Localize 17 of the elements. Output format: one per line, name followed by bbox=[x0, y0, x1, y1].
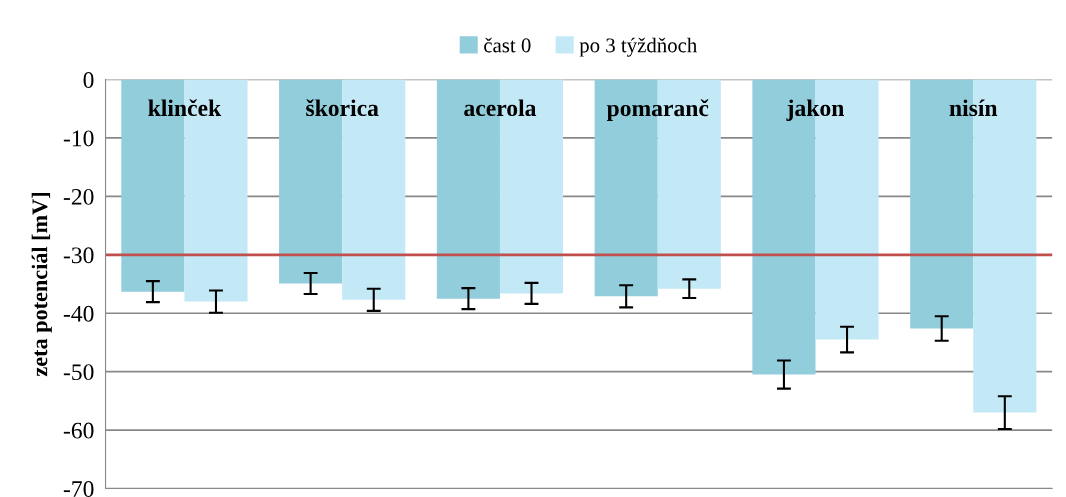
y-tick-label: -30 bbox=[63, 247, 94, 264]
x-tick-label: jakon bbox=[786, 99, 844, 121]
y-tick-label: -20 bbox=[63, 188, 94, 205]
x-tick-label: pomaranč bbox=[606, 99, 709, 122]
y-axis-title: zeta potenciál [mV] bbox=[31, 193, 52, 377]
x-tick-label: acerola bbox=[464, 99, 537, 117]
y-tick-label: -40 bbox=[63, 305, 94, 322]
x-tick-label: nisín bbox=[949, 99, 998, 117]
legend-label: po 3 týždňoch bbox=[579, 37, 697, 57]
x-tick-label: škorica bbox=[306, 99, 379, 117]
x-tick-label: klinček bbox=[148, 99, 222, 117]
y-tick-label: -10 bbox=[63, 130, 94, 147]
y-tick-label: -70 bbox=[63, 481, 94, 497]
y-tick-label: -60 bbox=[63, 422, 94, 439]
legend-label: čast 0 bbox=[484, 37, 531, 53]
y-tick-label: 0 bbox=[83, 72, 94, 88]
y-tick-label: -50 bbox=[63, 364, 94, 381]
